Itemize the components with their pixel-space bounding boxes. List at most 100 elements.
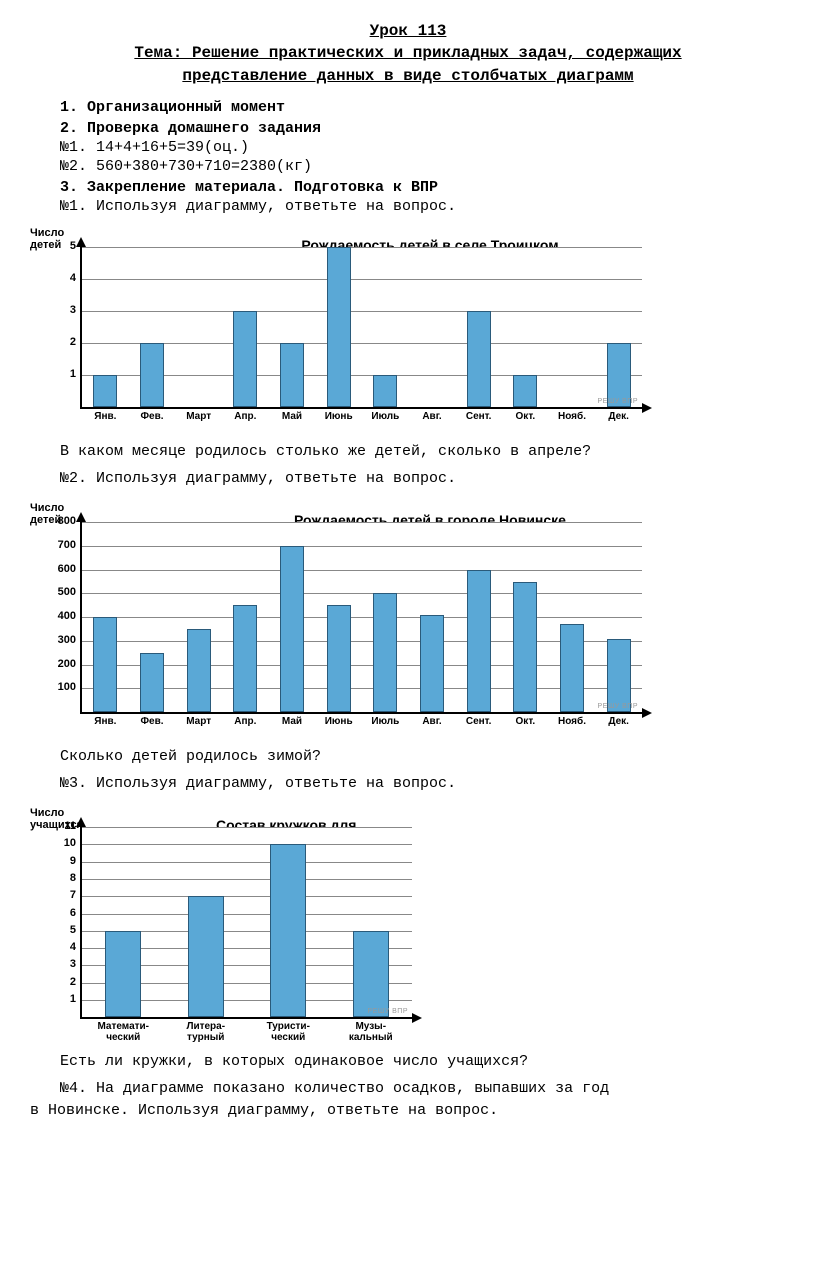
y-tick: 600 <box>42 563 76 575</box>
chart-2: Число детейРождаемость детей в городе Но… <box>30 502 786 740</box>
bar <box>420 615 444 712</box>
bar <box>187 629 211 712</box>
y-tick: 1 <box>42 993 76 1005</box>
chart-1: Число детейРождаемость детей в селе Трои… <box>30 227 786 435</box>
y-tick: 5 <box>42 924 76 936</box>
section-3: 3. Закрепление материала. Подготовка к В… <box>60 179 786 196</box>
bar <box>513 375 537 407</box>
category-label: Фев. <box>129 716 176 727</box>
category-label: Нояб. <box>549 716 596 727</box>
bar <box>560 624 584 712</box>
category-label: Авг. <box>409 411 456 422</box>
y-tick: 300 <box>42 634 76 646</box>
category-label: Апр. <box>222 411 269 422</box>
bar <box>467 311 491 407</box>
bar <box>280 546 304 712</box>
question-3: Есть ли кружки, в которых одинаковое чис… <box>60 1051 786 1074</box>
question-1: В каком месяце родилось столько же детей… <box>60 441 786 464</box>
watermark: РЕШУ ВПР <box>597 398 638 405</box>
category-label: Июль <box>362 411 409 422</box>
topic-line-2: представление данных в виде столбчатых д… <box>30 65 786 87</box>
task-2-intro: №2. Используя диаграмму, ответьте на воп… <box>60 468 786 491</box>
plot-area: 100200300400500600700800Янв.Фев.МартАпр.… <box>80 522 642 714</box>
y-tick: 3 <box>42 304 76 316</box>
category-label: Нояб. <box>549 411 596 422</box>
category-label: Музы- кальный <box>330 1021 413 1043</box>
category-label: Дек. <box>595 411 642 422</box>
watermark: РЕШУ ВПР <box>597 703 638 710</box>
task-4-line-b: в Новинске. Используя диаграмму, ответьт… <box>30 1102 786 1119</box>
y-tick: 10 <box>42 837 76 849</box>
category-label: Туристи- ческий <box>247 1021 330 1043</box>
y-tick: 200 <box>42 658 76 670</box>
category-label: Янв. <box>82 716 129 727</box>
category-label: Июнь <box>315 411 362 422</box>
y-tick: 400 <box>42 610 76 622</box>
question-2: Сколько детей родилось зимой? <box>60 746 786 769</box>
y-tick: 8 <box>42 872 76 884</box>
bar <box>140 653 164 712</box>
y-tick: 100 <box>42 681 76 693</box>
section-2: 2. Проверка домашнего задания <box>60 120 786 137</box>
y-tick: 5 <box>42 240 76 252</box>
bar <box>93 617 117 712</box>
y-tick: 4 <box>42 941 76 953</box>
watermark: РЕШУ ВПР <box>367 1008 408 1015</box>
y-tick: 11 <box>42 820 76 832</box>
bar <box>280 343 304 407</box>
category-label: Март <box>175 716 222 727</box>
plot-area: 12345Янв.Фев.МартАпр.МайИюньИюльАвг.Сент… <box>80 247 642 409</box>
chart-3: Число учащихсяСостав кружков для пятикла… <box>30 807 786 1045</box>
category-label: Май <box>269 716 316 727</box>
bar <box>140 343 164 407</box>
category-label: Окт. <box>502 411 549 422</box>
homework-1: №1. 14+4+16+5=39(оц.) <box>60 139 786 156</box>
y-tick: 6 <box>42 907 76 919</box>
y-tick: 2 <box>42 336 76 348</box>
bar <box>233 311 257 407</box>
category-label: Сент. <box>455 411 502 422</box>
task-4-line-a: №4. На диаграмме показано количество оса… <box>60 1078 786 1101</box>
bar <box>327 247 351 407</box>
y-tick: 7 <box>42 889 76 901</box>
bar <box>233 605 257 712</box>
category-label: Июнь <box>315 716 362 727</box>
y-tick: 4 <box>42 272 76 284</box>
y-tick: 700 <box>42 539 76 551</box>
bar <box>513 582 537 713</box>
bar <box>353 931 389 1017</box>
bar <box>607 639 631 713</box>
category-label: Июль <box>362 716 409 727</box>
category-label: Литера- турный <box>165 1021 248 1043</box>
category-label: Авг. <box>409 716 456 727</box>
category-label: Янв. <box>82 411 129 422</box>
category-label: Фев. <box>129 411 176 422</box>
bar <box>373 375 397 407</box>
category-label: Апр. <box>222 716 269 727</box>
bar <box>93 375 117 407</box>
bar <box>188 896 224 1017</box>
task-3-intro: №3. Используя диаграмму, ответьте на воп… <box>60 773 786 796</box>
homework-2: №2. 560+380+730+710=2380(кг) <box>60 158 786 175</box>
category-label: Дек. <box>595 716 642 727</box>
category-label: Май <box>269 411 316 422</box>
y-tick: 2 <box>42 976 76 988</box>
task-1-intro: №1. Используя диаграмму, ответьте на воп… <box>60 198 786 215</box>
section-1: 1. Организационный момент <box>60 99 786 116</box>
plot-area: 1234567891011Матема­ти- ческийЛитера- ту… <box>80 827 412 1019</box>
y-tick: 3 <box>42 958 76 970</box>
bar <box>327 605 351 712</box>
bar <box>373 593 397 712</box>
category-label: Окт. <box>502 716 549 727</box>
category-label: Сент. <box>455 716 502 727</box>
y-tick: 500 <box>42 586 76 598</box>
bar <box>105 931 141 1017</box>
y-tick: 9 <box>42 855 76 867</box>
bar <box>467 570 491 713</box>
y-tick: 800 <box>42 515 76 527</box>
category-label: Матема­ти- ческий <box>82 1021 165 1043</box>
y-tick: 1 <box>42 368 76 380</box>
category-label: Март <box>175 411 222 422</box>
bar <box>270 844 306 1017</box>
lesson-number: Урок 113 <box>30 20 786 42</box>
